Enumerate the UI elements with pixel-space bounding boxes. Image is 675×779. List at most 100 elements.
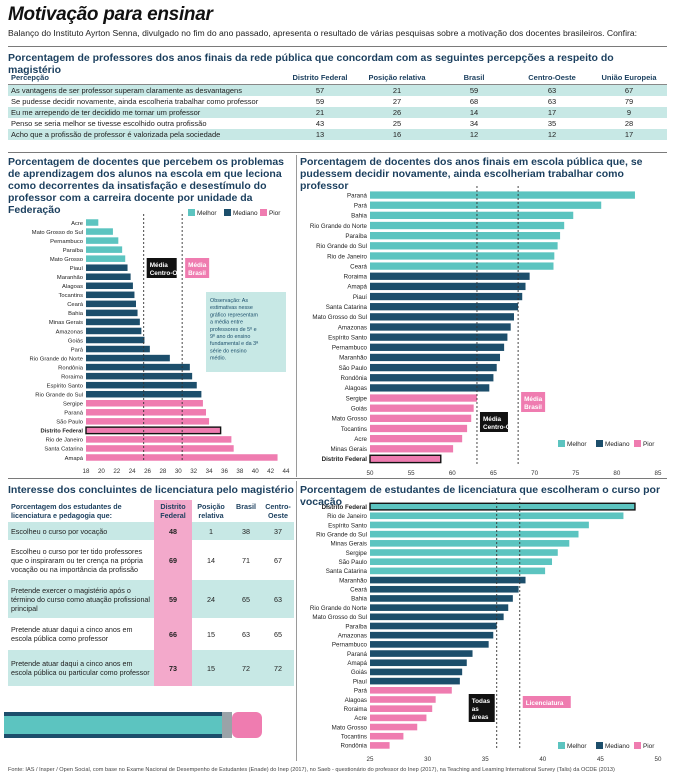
bar — [370, 540, 570, 547]
table-cell: 59 — [315, 96, 325, 106]
category-label: Bahia — [68, 311, 84, 317]
bar — [86, 400, 203, 407]
row-label: Acho que a profissão de professor é valo… — [8, 128, 281, 140]
bar — [86, 418, 210, 425]
category-label: Rio Grande do Norte — [310, 605, 368, 612]
table-cell: 43 — [315, 118, 325, 128]
bar — [370, 732, 404, 740]
bar — [370, 343, 505, 351]
bar — [86, 228, 113, 235]
category-label: Acre — [71, 221, 83, 227]
column-header: União Europeia — [591, 71, 667, 85]
category-label: Rio de Janeiro — [46, 438, 83, 444]
bar — [370, 424, 468, 433]
perceptions-table: Percepção Distrito Federal Posição relativ… — [8, 71, 667, 140]
tick-label: 36 — [221, 468, 228, 475]
category-label: Rio de Janeiro — [327, 513, 367, 520]
bar — [370, 705, 433, 712]
bar — [370, 191, 635, 199]
legend-swatch — [634, 742, 641, 749]
bar — [370, 631, 494, 639]
reference-label: áreas — [472, 714, 489, 721]
bar — [86, 327, 142, 335]
tick-label: 22 — [113, 468, 120, 475]
table-row: Pretende atuar daqui a cinco anos em esc… — [8, 650, 294, 686]
pencil-eraser — [232, 712, 262, 738]
table-cell: 67 — [274, 555, 282, 565]
reference-label: Todas — [472, 698, 491, 705]
legend-swatch — [634, 440, 641, 447]
tick-label: 45 — [597, 756, 604, 763]
category-label: Pernambuco — [332, 642, 368, 649]
tick-label: 44 — [283, 468, 290, 475]
column-header: Distrito Federal — [154, 500, 192, 522]
category-label: Paraíba — [345, 233, 367, 240]
reference-label: Centro-Oeste — [483, 424, 524, 431]
table-cell: 48 — [154, 522, 192, 540]
table-cell: 24 — [192, 580, 230, 618]
legend-swatch — [596, 440, 603, 447]
tick-label: 42 — [267, 468, 274, 475]
category-label: Amapá — [347, 660, 367, 667]
table-cell: 66 — [154, 618, 192, 650]
bar — [370, 742, 390, 749]
bar — [370, 668, 463, 676]
pencil-body — [4, 712, 222, 738]
table-row: Penso se seria melhor se tivesse escolhi… — [8, 118, 667, 129]
pencil-illustration — [4, 712, 262, 738]
legend-label: Pior — [643, 441, 655, 448]
bar — [370, 521, 589, 529]
bar — [370, 232, 561, 240]
tick-label: 24 — [129, 468, 136, 475]
tick-label: 50 — [367, 470, 374, 477]
reference-label-box — [522, 696, 571, 708]
legend-label: Pior — [643, 743, 655, 750]
column-header: Centro-Oeste — [513, 71, 591, 85]
bar — [86, 309, 138, 317]
note-text: Observação: As — [210, 298, 248, 304]
bar — [86, 454, 278, 461]
bar — [370, 650, 473, 657]
table-cell: 63 — [262, 580, 294, 618]
category-label: Rondônia — [341, 375, 368, 382]
category-label: Alagoas — [345, 385, 367, 392]
category-label: Ceará — [350, 587, 367, 594]
category-label: Distrito Federal — [322, 504, 368, 511]
row-label: Se pudesse decidir novamente, ainda esco… — [11, 96, 259, 106]
vertical-divider — [296, 155, 297, 477]
table-row: Pretende atuar daqui a cinco anos em esc… — [8, 618, 294, 650]
bar — [86, 381, 197, 389]
category-label: São Paulo — [338, 559, 367, 566]
category-label: Pernambuco — [50, 239, 83, 245]
table-row: As vantagens de ser professor superam cl… — [8, 84, 667, 96]
bar — [86, 273, 131, 280]
reference-label: Média — [483, 416, 502, 423]
pencil-stripe — [4, 712, 222, 716]
category-label: Pará — [354, 688, 368, 695]
tick-label: 50 — [655, 756, 662, 763]
bar — [86, 336, 145, 344]
bar — [370, 282, 526, 291]
chart-vocation-choice: 25 30 35 40 45 50 Distrito Federal Rio de Janei… — [310, 498, 662, 763]
category-label: Espírito Santo — [328, 334, 367, 341]
bar — [370, 622, 497, 630]
page-title: Motivação para ensinar — [8, 4, 213, 25]
category-label: Minas Gerais — [331, 541, 367, 548]
tick-label: 85 — [655, 470, 662, 477]
category-label: Acre — [354, 715, 367, 722]
column-header: Porcentagem dos estudantes de licenciatu… — [11, 502, 122, 520]
category-label: Sergipe — [63, 402, 83, 408]
category-label: Maranhão — [339, 355, 367, 362]
tick-label: 30 — [424, 756, 431, 763]
bar — [370, 201, 602, 209]
bar — [370, 353, 501, 362]
table-cell: 37 — [262, 522, 294, 540]
divider — [8, 46, 667, 47]
bar — [370, 576, 526, 584]
note-text: gráfico representam — [210, 312, 258, 318]
tick-label: 32 — [190, 468, 197, 475]
reference-label-box — [521, 392, 546, 412]
tick-label: 35 — [482, 756, 489, 763]
bar — [85, 426, 222, 435]
bar — [370, 696, 436, 703]
